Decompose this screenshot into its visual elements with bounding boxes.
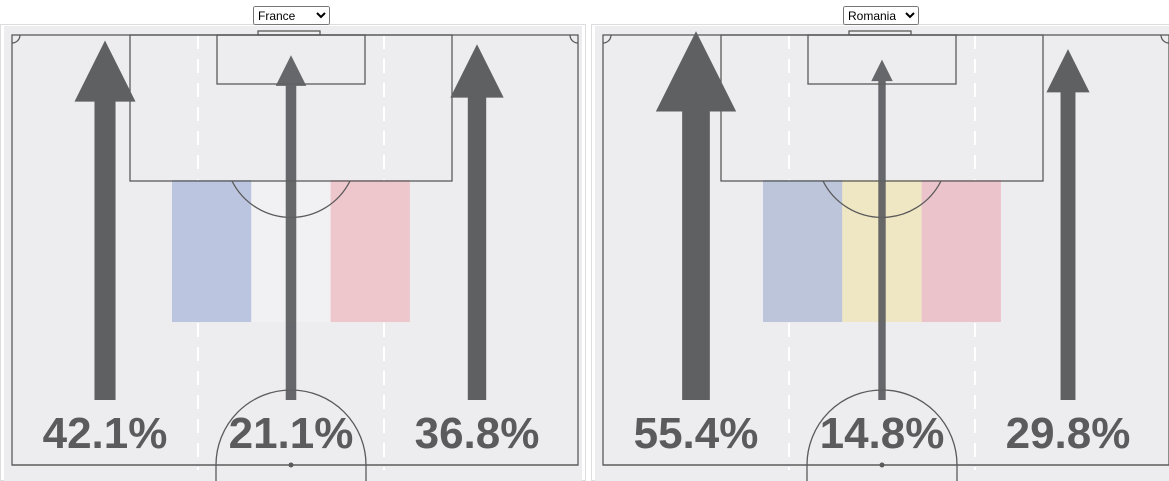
corner-arc <box>569 34 579 44</box>
percentage-label: 36.8% <box>415 409 540 458</box>
percentage-label: 29.8% <box>1006 409 1131 458</box>
panel: 42.1% 21.1% 36.8% <box>0 24 586 481</box>
flag-stripe <box>921 180 1001 322</box>
team-select[interactable]: France <box>253 6 330 25</box>
panel: 55.4% 14.8% 29.8% <box>591 24 1169 481</box>
direction-arrow <box>871 59 893 400</box>
corner-arc <box>1160 34 1169 44</box>
flag-stripe <box>330 180 410 322</box>
corner-arc <box>11 34 21 44</box>
direction-arrow <box>1046 49 1090 400</box>
flag-stripe <box>763 180 843 322</box>
flag-stripe <box>172 180 252 322</box>
center-spot <box>879 462 885 468</box>
goal <box>848 30 912 36</box>
percentage-label: 42.1% <box>43 409 168 458</box>
direction-arrow <box>450 44 504 401</box>
corner-arc <box>602 34 612 44</box>
percentage-label: 21.1% <box>229 409 354 458</box>
direction-arrow <box>74 40 136 400</box>
goal <box>257 30 321 36</box>
percentage-label: 14.8% <box>820 409 945 458</box>
percentage-label: 55.4% <box>634 409 759 458</box>
center-spot <box>288 462 294 468</box>
team-select[interactable]: Romania <box>843 6 919 25</box>
direction-arrow <box>655 31 737 400</box>
direction-arrow <box>275 55 307 400</box>
